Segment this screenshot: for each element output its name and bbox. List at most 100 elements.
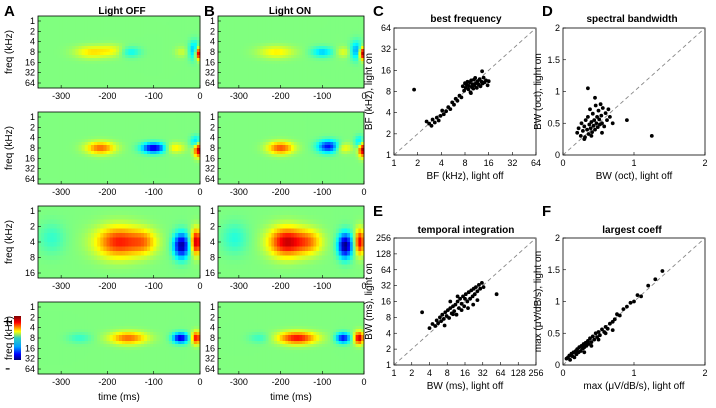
- heatmap-cell: [265, 130, 269, 134]
- heatmap-cell: [262, 55, 267, 59]
- heatmap-cell: [131, 163, 135, 167]
- heatmap-cell: [125, 55, 129, 59]
- heatmap-cell: [324, 46, 328, 50]
- heatmap-cell: [220, 127, 225, 131]
- heatmap-cell: [293, 160, 298, 164]
- heatmap-cell: [246, 67, 250, 71]
- heatmap-cell: [279, 31, 283, 35]
- heatmap-cell: [271, 154, 275, 158]
- heatmap-cell: [220, 70, 225, 74]
- heatmap-cell: [220, 115, 225, 119]
- heatmap-cell: [87, 61, 92, 65]
- heatmap-cell: [285, 40, 289, 44]
- heatmap-cell: [335, 79, 340, 83]
- heatmap-cell: [333, 34, 337, 38]
- heatmap-cell: [262, 145, 267, 149]
- heatmap-cell: [103, 112, 107, 116]
- heatmap-cell: [265, 40, 269, 44]
- heatmap-cell: [232, 28, 236, 32]
- heatmap-cell: [248, 43, 253, 47]
- heatmap-cell: [90, 58, 95, 62]
- heatmap-cell: [291, 118, 295, 122]
- heatmap-cell: [143, 163, 148, 167]
- heatmap-cell: [38, 151, 42, 155]
- heatmap-cell: [288, 31, 292, 35]
- heatmap-cell: [327, 118, 331, 122]
- heatmap-cell: [162, 169, 167, 173]
- heatmap-cell: [307, 19, 312, 23]
- heatmap-cell: [75, 34, 79, 38]
- heatmap-cell: [62, 34, 67, 38]
- heatmap-cell: [293, 79, 298, 83]
- heatmap-cell: [181, 55, 185, 59]
- heatmap-cell: [254, 133, 258, 137]
- heatmap-cell: [260, 139, 264, 143]
- heatmap-cell: [223, 157, 227, 161]
- heatmap-cell: [251, 67, 255, 71]
- heatmap-cell: [97, 130, 101, 134]
- heatmap-cell: [47, 112, 51, 116]
- heatmap-cell: [285, 130, 289, 134]
- heatmap-cell: [299, 121, 303, 125]
- heatmap-cell: [349, 130, 354, 134]
- heatmap-cell: [165, 169, 170, 173]
- heatmap-cell: [41, 46, 45, 50]
- heatmap-cell: [279, 148, 283, 152]
- heatmap-cell: [293, 61, 298, 65]
- heatmap-cell: [305, 127, 309, 131]
- heatmap-cell: [190, 73, 195, 77]
- heatmap-cell: [159, 181, 164, 185]
- heatmap-cell: [147, 142, 151, 146]
- heatmap-cell: [299, 112, 303, 116]
- heatmap-cell: [232, 43, 236, 47]
- heatmap-cell: [291, 58, 295, 62]
- heatmap-cell: [361, 145, 365, 149]
- heatmap-cell: [321, 52, 326, 56]
- heatmap-cell: [178, 79, 182, 83]
- heatmap-cell: [299, 64, 303, 68]
- heatmap-cell: [240, 112, 244, 116]
- heatmap-cell: [106, 34, 111, 38]
- heatmap-cell: [335, 76, 340, 80]
- heatmap-cell: [162, 55, 167, 59]
- heatmap-cell: [112, 49, 117, 53]
- heatmap-cell: [288, 142, 292, 146]
- heatmap-cell: [47, 31, 51, 35]
- heatmap-cell: [330, 154, 334, 158]
- heatmap-cell: [341, 172, 345, 176]
- heatmap-cell: [193, 64, 198, 68]
- heatmap-cell: [115, 175, 120, 179]
- heatmap-cell: [358, 118, 362, 122]
- heatmap-cell: [333, 130, 337, 134]
- heatmap-cell: [335, 19, 340, 23]
- heatmap-cell: [109, 175, 114, 179]
- heatmap-cell: [72, 64, 76, 68]
- heatmap-cell: [150, 37, 154, 41]
- heatmap-cell: [56, 124, 61, 128]
- heatmap-cell: [50, 127, 54, 131]
- heatmap-cell: [53, 49, 58, 53]
- heatmap-cell: [260, 145, 264, 149]
- heatmap-cell: [358, 46, 362, 50]
- heatmap-cell: [246, 22, 250, 26]
- heatmap-cell: [59, 43, 64, 47]
- heatmap-cell: [178, 130, 182, 134]
- heatmap-cell: [81, 73, 86, 77]
- heatmap-cell: [344, 139, 348, 143]
- heatmap-cell: [41, 169, 45, 173]
- heatmap-cell: [97, 124, 101, 128]
- heatmap-cell: [265, 22, 269, 26]
- heatmap-cell: [69, 55, 73, 59]
- heatmap-cell: [265, 175, 269, 179]
- heatmap-cell: [299, 115, 303, 119]
- heatmap-cell: [171, 37, 176, 41]
- heatmap-cell: [321, 25, 326, 29]
- heatmap-cell: [41, 19, 45, 23]
- heatmap-cell: [240, 40, 244, 44]
- heatmap-cell: [137, 64, 142, 68]
- heatmap-cell: [190, 28, 195, 32]
- heatmap-cell: [316, 154, 320, 158]
- heatmap-cell: [310, 34, 314, 38]
- heatmap-cell: [251, 175, 255, 179]
- heatmap-cell: [112, 178, 117, 182]
